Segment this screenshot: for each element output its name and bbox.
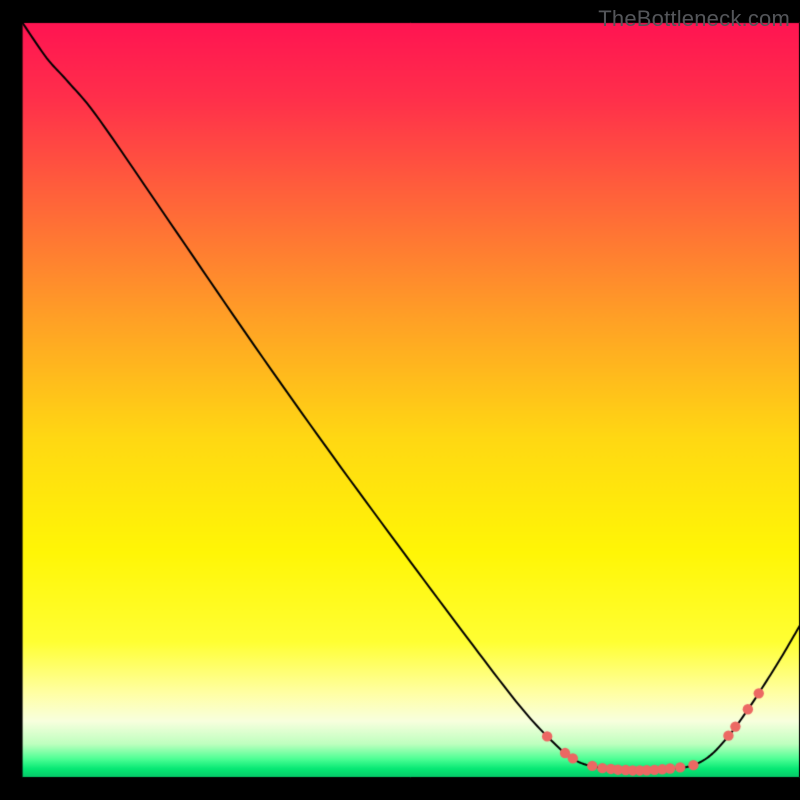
- watermark-label: TheBottleneck.com: [598, 6, 790, 32]
- bottleneck-curve-chart: [0, 0, 800, 800]
